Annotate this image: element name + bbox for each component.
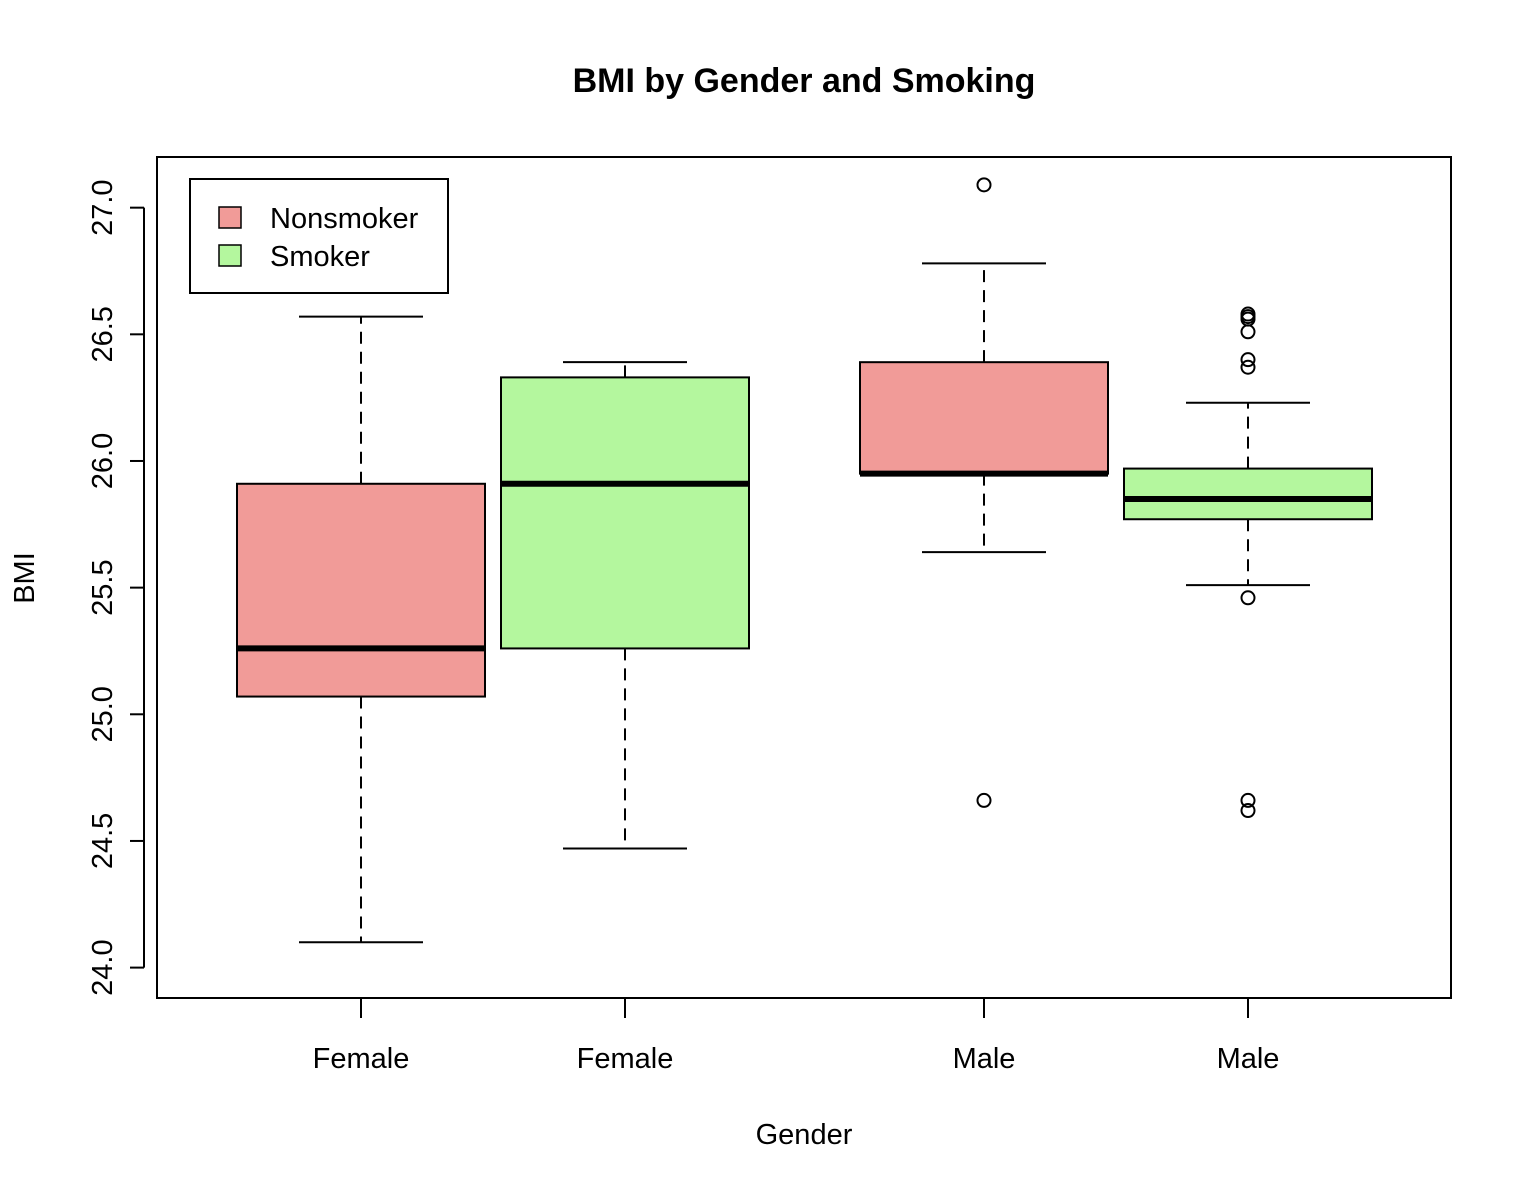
x-axis-title: Gender <box>756 1119 853 1151</box>
y-tick-label: 24.0 <box>87 939 119 995</box>
x-tick-label: Female <box>313 1043 410 1075</box>
y-axis: 24.0 24.5 25.0 25.5 26.0 26.5 27.0 <box>87 179 145 996</box>
y-tick-label: 27.0 <box>87 179 119 235</box>
legend-frame <box>189 178 449 294</box>
box-iqr <box>1123 467 1373 521</box>
y-tick-label: 26.5 <box>87 306 119 362</box>
legend-label-nonsmoker: Nonsmoker <box>270 203 419 235</box>
x-axis: Female Female Male Male <box>313 998 1280 1075</box>
y-tick-label: 24.5 <box>87 813 119 869</box>
y-tick-label: 26.0 <box>87 433 119 489</box>
legend-label-smoker: Smoker <box>270 241 370 273</box>
x-tick-label: Male <box>953 1043 1016 1075</box>
box-iqr <box>500 376 750 650</box>
box-iqr <box>859 361 1109 475</box>
y-axis-title: BMI <box>9 552 41 604</box>
box-iqr <box>236 482 486 698</box>
legend: Nonsmoker Smoker <box>189 178 449 294</box>
box-group <box>236 177 1373 944</box>
outlier-point <box>1240 590 1256 606</box>
chart-title: BMI by Gender and Smoking <box>573 62 1036 100</box>
box-male-smoker <box>1123 306 1373 819</box>
box-male-nonsmoker <box>859 177 1109 808</box>
y-tick-label: 25.0 <box>87 686 119 742</box>
x-tick-label: Male <box>1217 1043 1280 1075</box>
outlier-point <box>1240 352 1256 368</box>
outlier-point <box>1240 792 1256 808</box>
outlier-point <box>1240 324 1256 340</box>
x-tick-label: Female <box>577 1043 674 1075</box>
outlier-point <box>1240 359 1256 375</box>
outlier-point <box>976 177 992 193</box>
plot-frame <box>156 156 1452 999</box>
outlier-point <box>1240 803 1256 819</box>
y-tick-label: 25.5 <box>87 559 119 615</box>
box-female-nonsmoker <box>236 315 486 944</box>
outlier-point <box>976 792 992 808</box>
box-female-smoker <box>500 361 750 850</box>
legend-swatch-nonsmoker <box>218 206 242 229</box>
legend-swatch-smoker <box>218 244 242 267</box>
